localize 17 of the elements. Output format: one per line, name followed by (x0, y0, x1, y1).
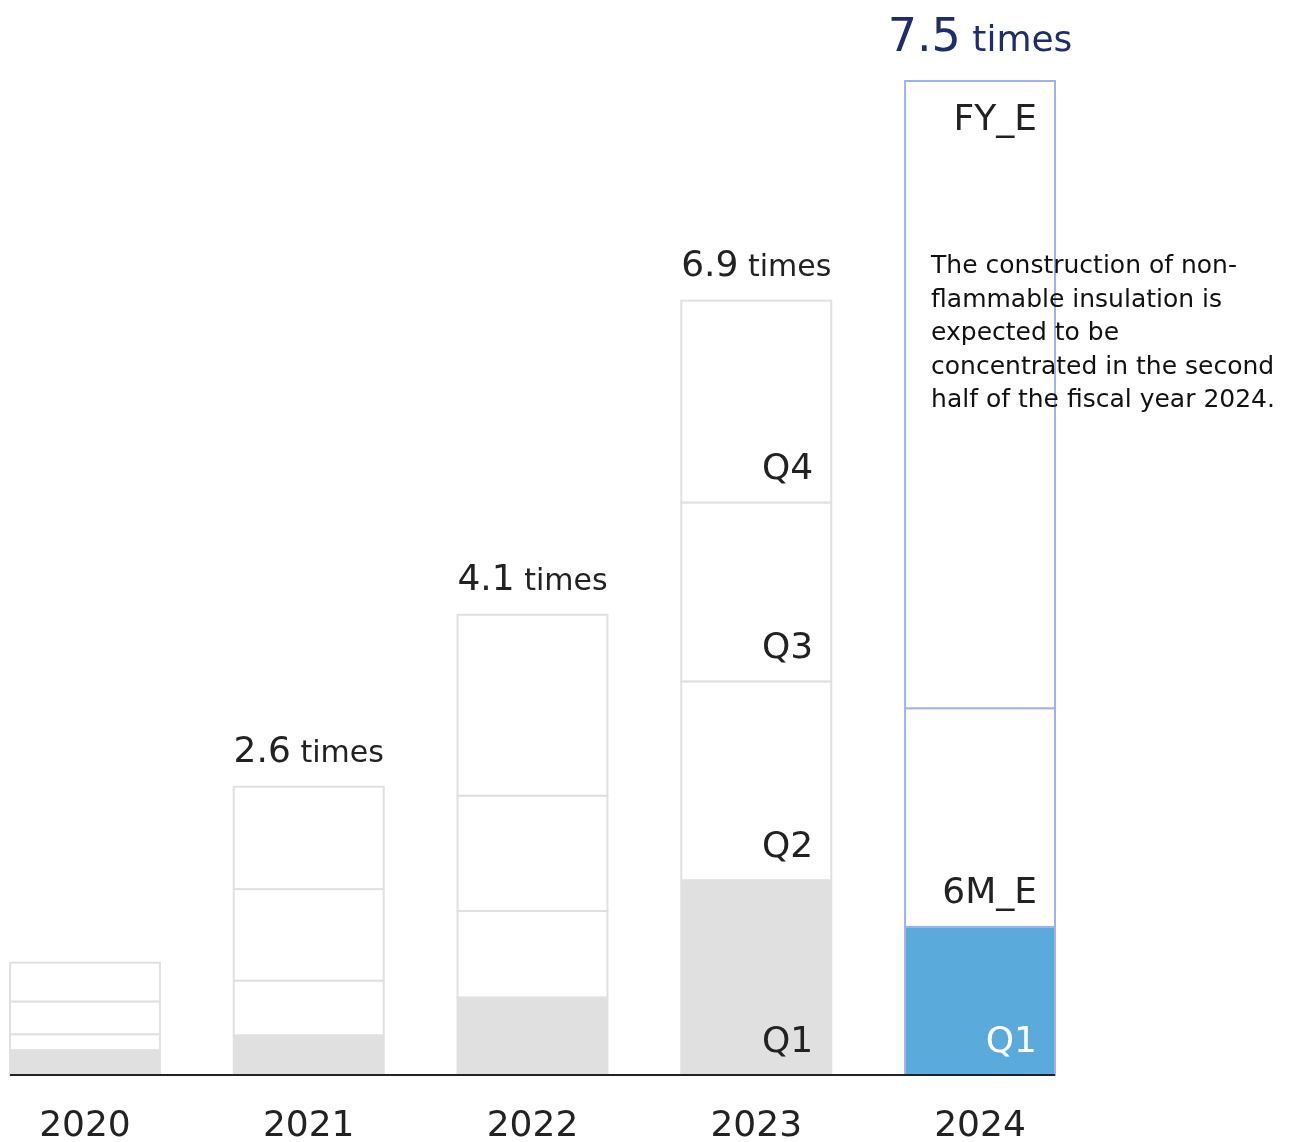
x-tick-label: 2024 (934, 1103, 1026, 1142)
annotation: FY_E (953, 96, 1037, 138)
annotation: Q1 (985, 1018, 1037, 1060)
annotation: 6M_E (942, 870, 1037, 912)
annotation: 2.6 times (233, 728, 384, 770)
annotation: 6.9 times (681, 242, 832, 284)
annotation: The construction of non- flammable insulation is expected to be concentrated in the second half of the fiscal year 2024. (930, 250, 1275, 413)
annotation: Q1 (761, 1018, 814, 1060)
annotation: Q4 (761, 445, 814, 487)
annotation: 7.5 times (887, 8, 1073, 62)
x-tick-label: 2020 (39, 1103, 131, 1142)
x-tick-label: 2022 (486, 1103, 579, 1142)
x-tick-label: 2023 (710, 1103, 803, 1142)
x-tick-label: 2021 (262, 1103, 355, 1142)
annotation: Q2 (761, 823, 814, 865)
annotation: Q3 (761, 624, 814, 666)
annotation: 4.1 times (457, 556, 608, 598)
